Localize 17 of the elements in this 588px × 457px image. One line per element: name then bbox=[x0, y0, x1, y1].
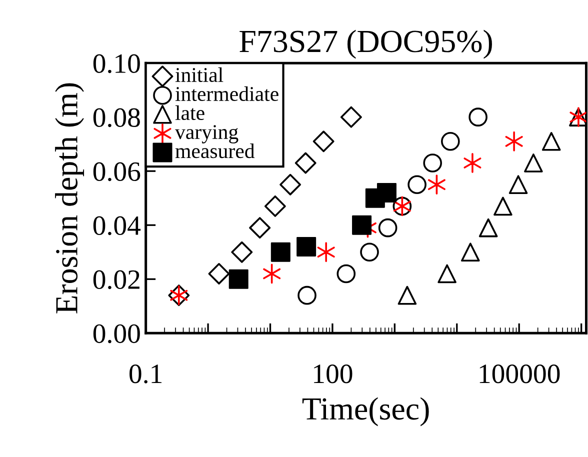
legend-label: varying bbox=[174, 125, 238, 144]
y-tick-label: 0.04 bbox=[93, 216, 141, 236]
chart-title: F73S27 (DOC95%) bbox=[240, 30, 492, 59]
legend-label: initial bbox=[175, 67, 224, 82]
y-tick-label: 0.06 bbox=[93, 162, 140, 182]
legend-label: late bbox=[175, 105, 204, 120]
y-tick-label: 0.10 bbox=[93, 54, 140, 74]
legend-label: measured bbox=[175, 144, 255, 158]
y-tick-label: 0.02 bbox=[93, 270, 140, 290]
x-tick-label: 0.1 bbox=[130, 364, 162, 384]
y-tick-label: 0.00 bbox=[93, 324, 140, 344]
legend-label: intermediate bbox=[175, 86, 278, 102]
y-tick-label: 0.08 bbox=[93, 108, 140, 128]
x-axis-title: Time(sec) bbox=[302, 397, 429, 426]
y-axis-title: Erosion depth (m) bbox=[55, 83, 84, 314]
x-tick-label: 100 bbox=[314, 364, 352, 384]
x-tick-label: 100000 bbox=[480, 364, 560, 384]
